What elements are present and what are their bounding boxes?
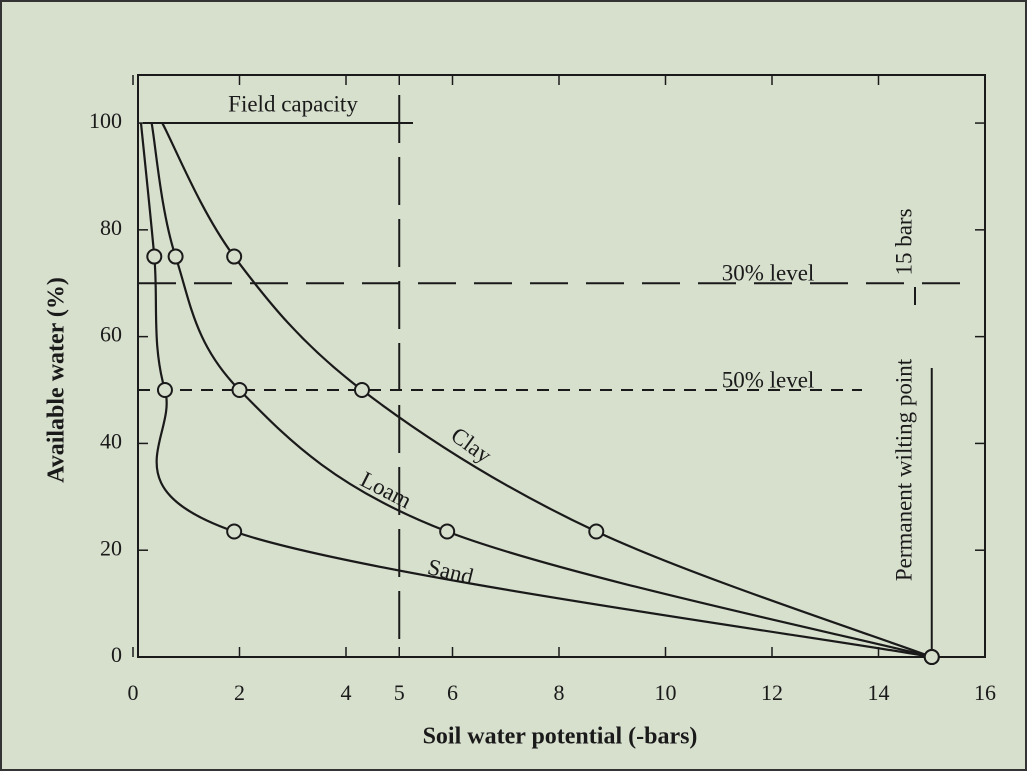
point: [226, 523, 243, 540]
x-tick-label: 2: [234, 680, 245, 705]
point: [923, 649, 940, 665]
y-tick-label: 100: [89, 108, 122, 133]
y-tick-label: 40: [100, 428, 122, 453]
point: [156, 382, 173, 399]
x-tick-label: 5: [394, 680, 405, 705]
point: [146, 248, 163, 265]
y-axis-title: Available water (%): [44, 277, 70, 483]
point: [588, 523, 605, 540]
field-capacity-label: Field capacity: [228, 91, 358, 116]
y-tick-label: 60: [100, 322, 122, 347]
point: [231, 382, 248, 399]
curve: [150, 122, 933, 659]
y-tick-label: 20: [100, 535, 122, 560]
x-tick-label: 4: [341, 680, 352, 705]
point: [439, 523, 456, 540]
x-tick-label: 16: [974, 680, 996, 705]
point: [226, 248, 243, 265]
point: [353, 382, 370, 399]
level-50-label: 50% level: [722, 367, 815, 392]
x-tick-label: 6: [447, 680, 458, 705]
wilting-point-label: Permanent wilting point: [891, 358, 916, 581]
x-tick-label: 0: [128, 680, 139, 705]
level-30-label: 30% level: [722, 260, 815, 285]
y-tick-label: 80: [100, 215, 122, 240]
x-tick-label: 14: [868, 680, 890, 705]
x-tick-label: 12: [761, 680, 783, 705]
x-axis-title: Soil water potential (-bars): [423, 724, 698, 750]
x-tick-label: 10: [655, 680, 677, 705]
point: [167, 248, 184, 265]
x-tick-label: 8: [554, 680, 565, 705]
curve: [161, 122, 933, 659]
plot-frame: [137, 74, 986, 658]
y-tick-label: 0: [111, 642, 122, 667]
bars-label: 15 bars: [891, 208, 916, 275]
